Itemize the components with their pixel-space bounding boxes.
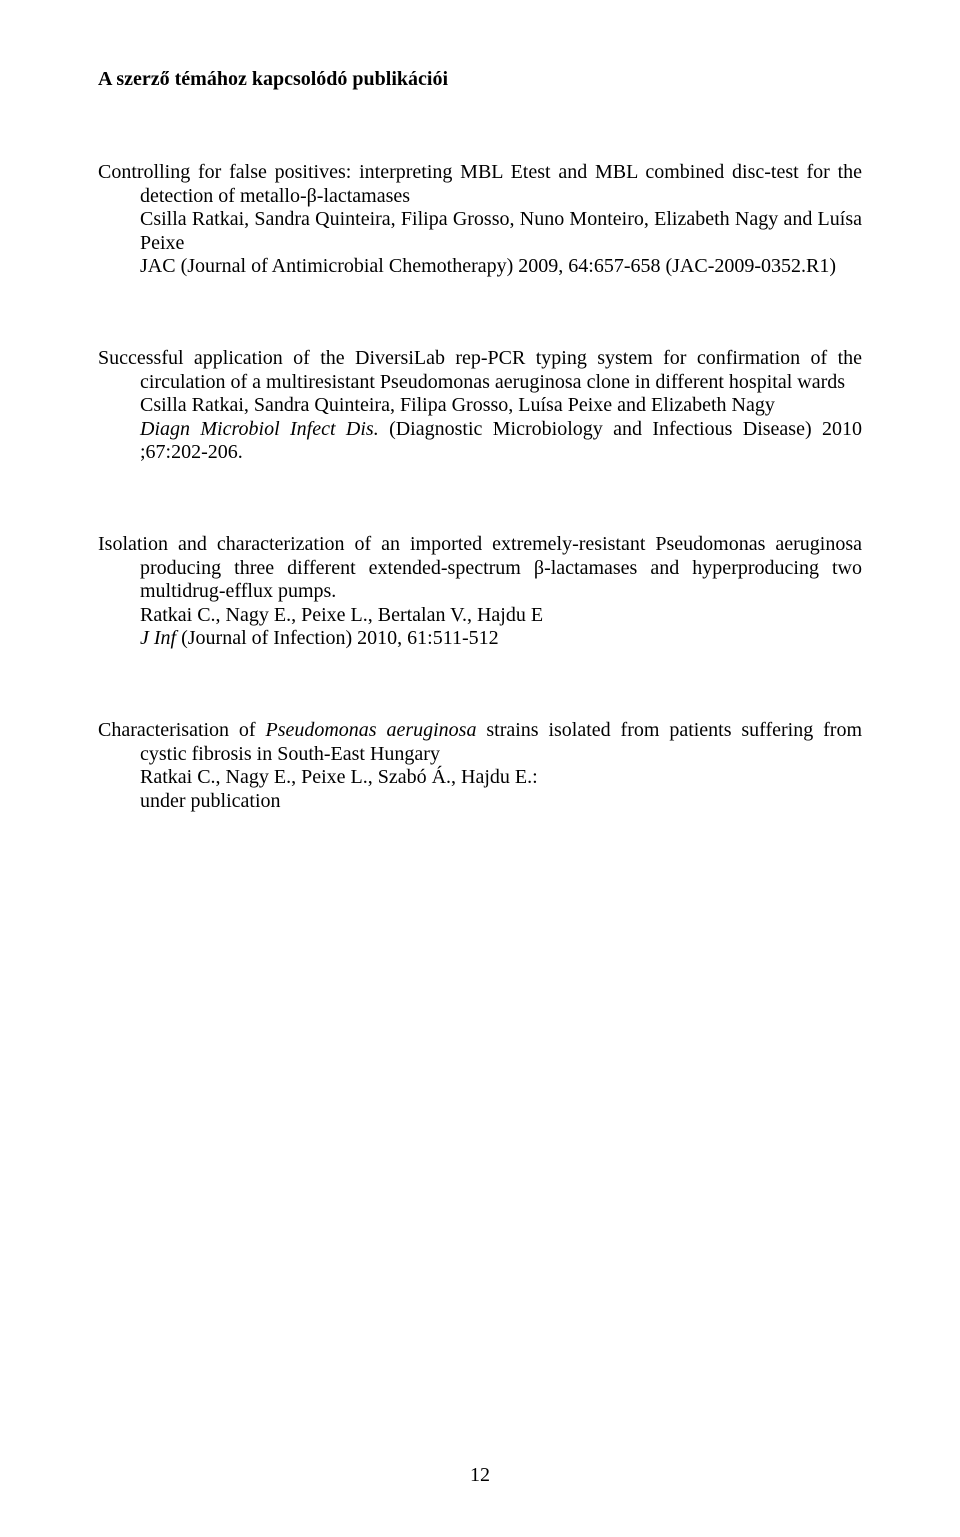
document-page: A szerző témához kapcsolódó publikációi … — [0, 0, 960, 1537]
publication-authors: Ratkai C., Nagy E., Peixe L., Bertalan V… — [140, 604, 543, 626]
publication-title-pre: Characterisation of — [98, 719, 265, 741]
publication-title: Controlling for false positives: interpr… — [98, 161, 862, 207]
publication-journal: under publication — [140, 790, 281, 812]
publication-entry: Characterisation of Pseudomonas aerugino… — [98, 719, 862, 813]
publication-authors: Csilla Ratkai, Sandra Quinteira, Filipa … — [140, 394, 775, 416]
section-heading: A szerző témához kapcsolódó publikációi — [98, 68, 862, 91]
publication-journal-italic: J Inf — [140, 627, 181, 649]
publication-title-italic: Pseudomonas aeruginosa — [265, 719, 476, 741]
publication-journal: JAC (Journal of Antimicrobial Chemothera… — [140, 255, 836, 277]
publication-entry: Controlling for false positives: interpr… — [98, 161, 862, 279]
publication-journal-italic: Diagn Microbiol Infect Dis. — [140, 418, 379, 440]
publication-authors: Ratkai C., Nagy E., Peixe L., Szabó Á., … — [140, 766, 538, 788]
page-number: 12 — [0, 1464, 960, 1487]
publication-journal-rest: (Journal of Infection) 2010, 61:511-512 — [181, 627, 499, 649]
publication-authors: Csilla Ratkai, Sandra Quinteira, Filipa … — [140, 208, 862, 254]
publication-entry: Successful application of the DiversiLab… — [98, 347, 862, 465]
publication-entry: Isolation and characterization of an imp… — [98, 533, 862, 651]
publication-title: Successful application of the DiversiLab… — [98, 347, 862, 393]
publication-title: Isolation and characterization of an imp… — [98, 533, 862, 602]
